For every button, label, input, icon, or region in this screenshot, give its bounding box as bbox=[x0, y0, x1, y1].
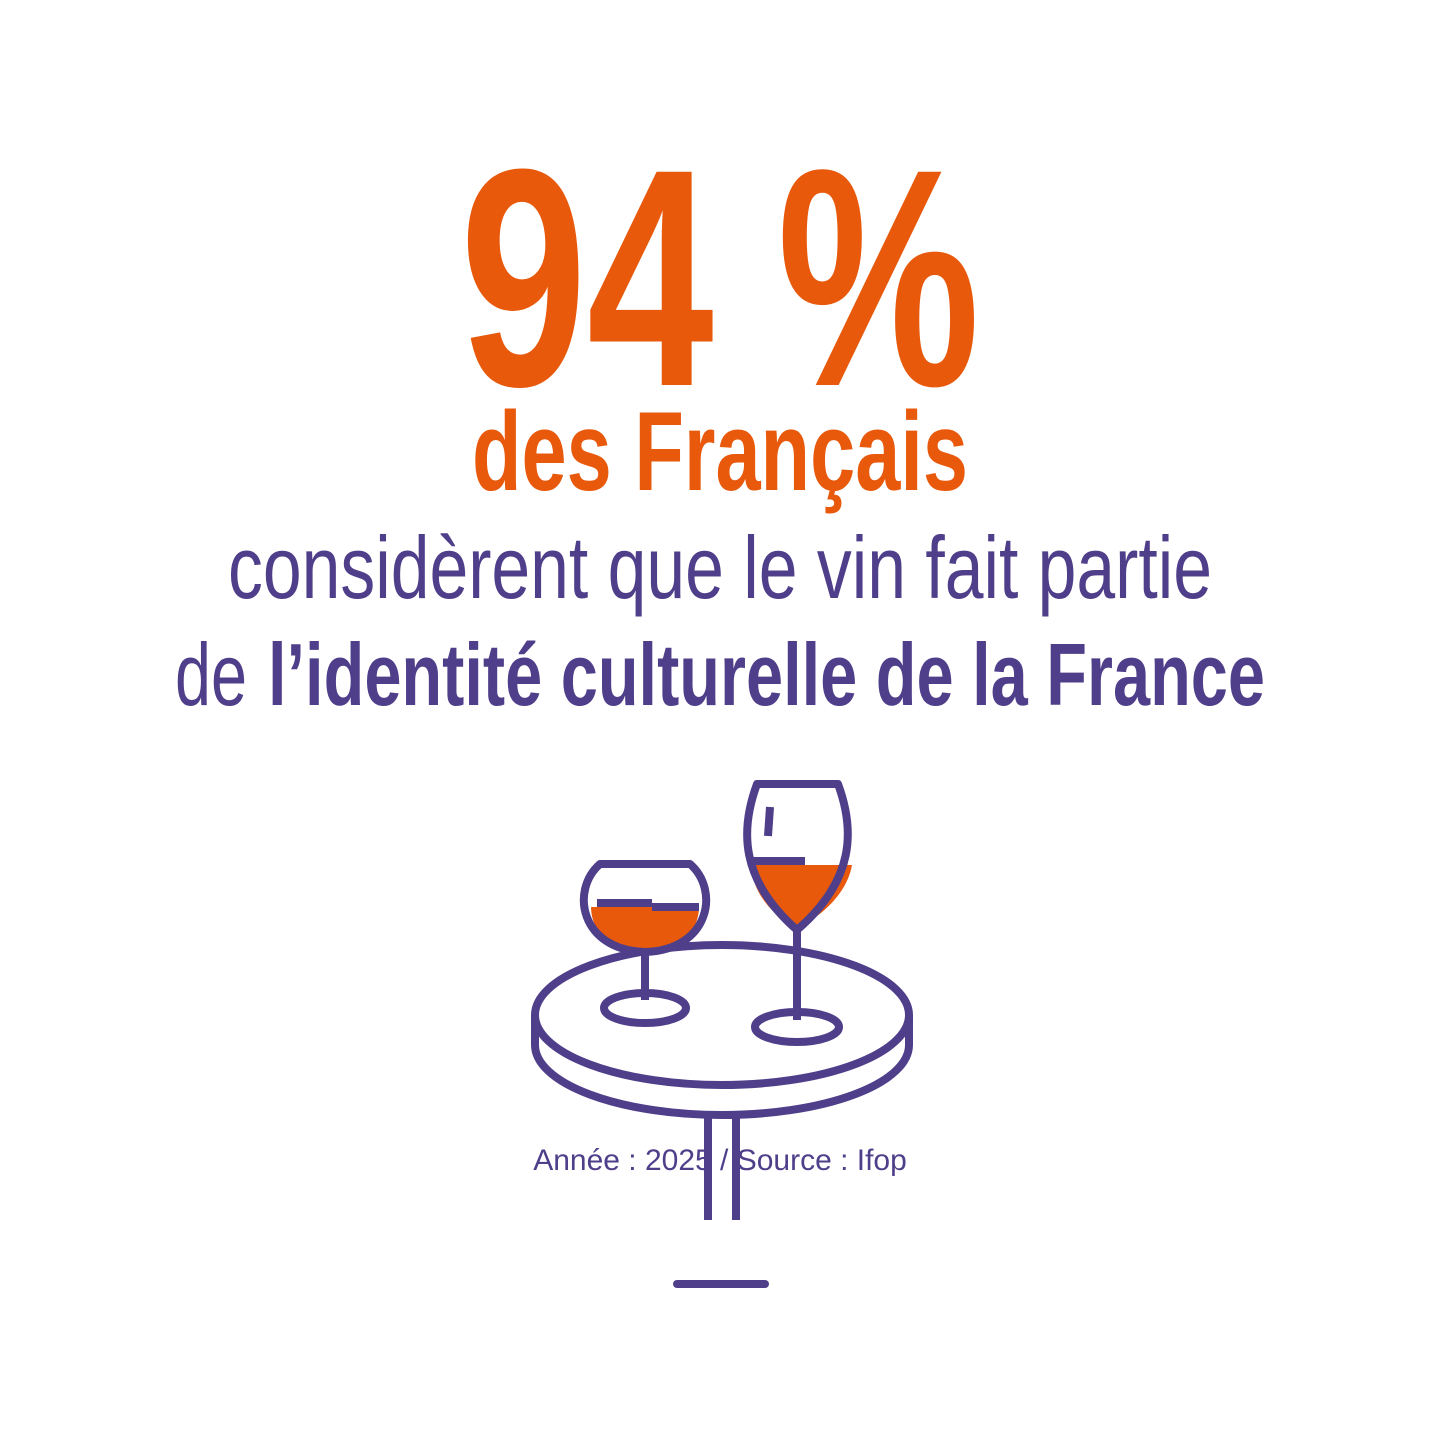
glass-base bbox=[751, 1008, 843, 1046]
headline-figure: 94 % bbox=[460, 104, 980, 451]
statement-line: considèrent que le vin fait partie bbox=[228, 518, 1212, 617]
glass-bowl bbox=[579, 860, 711, 956]
statement-emphasis: l’identité culturelle de la France bbox=[268, 625, 1265, 724]
statement-prefix: de bbox=[175, 625, 247, 724]
footer-source: Année : 2025 / Source : Ifop bbox=[533, 1144, 907, 1177]
wine-table-illustration bbox=[531, 780, 913, 1220]
table-top bbox=[531, 941, 913, 1089]
headline-subject: des Français bbox=[472, 389, 968, 514]
glass-base bbox=[600, 989, 690, 1027]
glass-highlight bbox=[764, 806, 774, 837]
glass-bowl bbox=[743, 780, 852, 934]
